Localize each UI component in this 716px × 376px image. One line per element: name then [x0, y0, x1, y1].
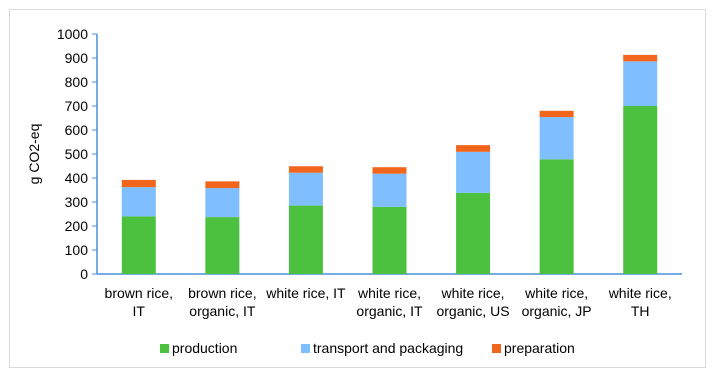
x-tick-label-line: IT — [133, 303, 146, 319]
bar-segment-transport-and-packaging — [205, 188, 240, 218]
x-tick-label-line: organic, JP — [522, 303, 592, 319]
bar-segment-preparation — [121, 179, 156, 188]
y-tick-label: 200 — [65, 218, 89, 234]
bar-segment-production — [539, 159, 574, 274]
bar-segment-preparation — [623, 54, 658, 62]
bar-segment-transport-and-packaging — [372, 173, 407, 207]
bar-segment-transport-and-packaging — [539, 117, 574, 160]
bar-segment-preparation — [288, 166, 323, 173]
x-tick-label-line: organic, IT — [356, 303, 423, 319]
y-tick-label: 500 — [65, 146, 89, 162]
bar-segment-transport-and-packaging — [623, 61, 658, 106]
x-tick-label: white rice, organic, US — [436, 285, 509, 319]
y-tick-label: 0 — [80, 266, 88, 282]
bar-segment-transport-and-packaging — [121, 187, 156, 217]
bar-segment-preparation — [456, 145, 491, 152]
x-tick-label: white rice, TH — [608, 285, 672, 319]
bar-segment-transport-and-packaging — [456, 151, 491, 193]
bar-segment-production — [623, 106, 658, 274]
x-tick-label-line: white rice, — [608, 285, 672, 301]
chart-bars — [121, 54, 658, 274]
y-tick-label: 600 — [65, 122, 89, 138]
bar-segment-production — [372, 206, 407, 274]
legend-label: preparation — [504, 340, 575, 356]
y-tick-label: 900 — [65, 50, 89, 66]
x-tick-label: white rice, organic, IT — [356, 285, 423, 319]
y-tick-label: 800 — [65, 74, 89, 90]
bar-segment-preparation — [539, 110, 574, 118]
x-tick-label-line: white rice, — [441, 285, 505, 301]
x-tick-label: brown rice, organic, IT — [188, 285, 256, 319]
y-tick-label: 400 — [65, 170, 89, 186]
bar-segment-production — [205, 217, 240, 274]
bar-segment-transport-and-packaging — [288, 172, 323, 206]
chart-axes: 0 100 200 300 400 500 600 700 800 900 1000 g CO2-eq — [26, 26, 682, 282]
y-tick-label: 700 — [65, 98, 89, 114]
x-tick-label: white rice, organic, JP — [522, 285, 592, 319]
x-tick-label-line: organic, IT — [189, 303, 256, 319]
x-tick-label-line: white rice, IT — [265, 285, 346, 301]
x-tick-label-line: organic, US — [436, 303, 509, 319]
x-tick-label: brown rice, IT — [105, 285, 173, 319]
bar-segment-production — [456, 192, 491, 274]
x-tick-label-line: brown rice, — [105, 285, 173, 301]
legend-swatch — [160, 344, 169, 353]
legend-label: production — [172, 340, 237, 356]
bar-segment-preparation — [372, 167, 407, 174]
legend-label: transport and packaging — [313, 340, 463, 356]
x-tick-label-line: TH — [631, 303, 650, 319]
x-tick-label-line: brown rice, — [188, 285, 256, 301]
legend-swatch — [492, 344, 501, 353]
y-tick-label: 100 — [65, 242, 89, 258]
y-tick-label: 1000 — [57, 26, 88, 42]
y-axis-label: g CO2-eq — [26, 124, 42, 185]
chart-legend: production transport and packaging prepara… — [160, 340, 575, 356]
bar-segment-production — [121, 216, 156, 274]
x-tick-label-line: white rice, — [524, 285, 588, 301]
x-tick-label: white rice, IT — [265, 285, 346, 301]
bar-segment-production — [288, 205, 323, 274]
bar-segment-preparation — [205, 181, 240, 189]
x-tick-label-line: white rice, — [357, 285, 421, 301]
legend-swatch — [301, 344, 310, 353]
y-tick-label: 300 — [65, 194, 89, 210]
